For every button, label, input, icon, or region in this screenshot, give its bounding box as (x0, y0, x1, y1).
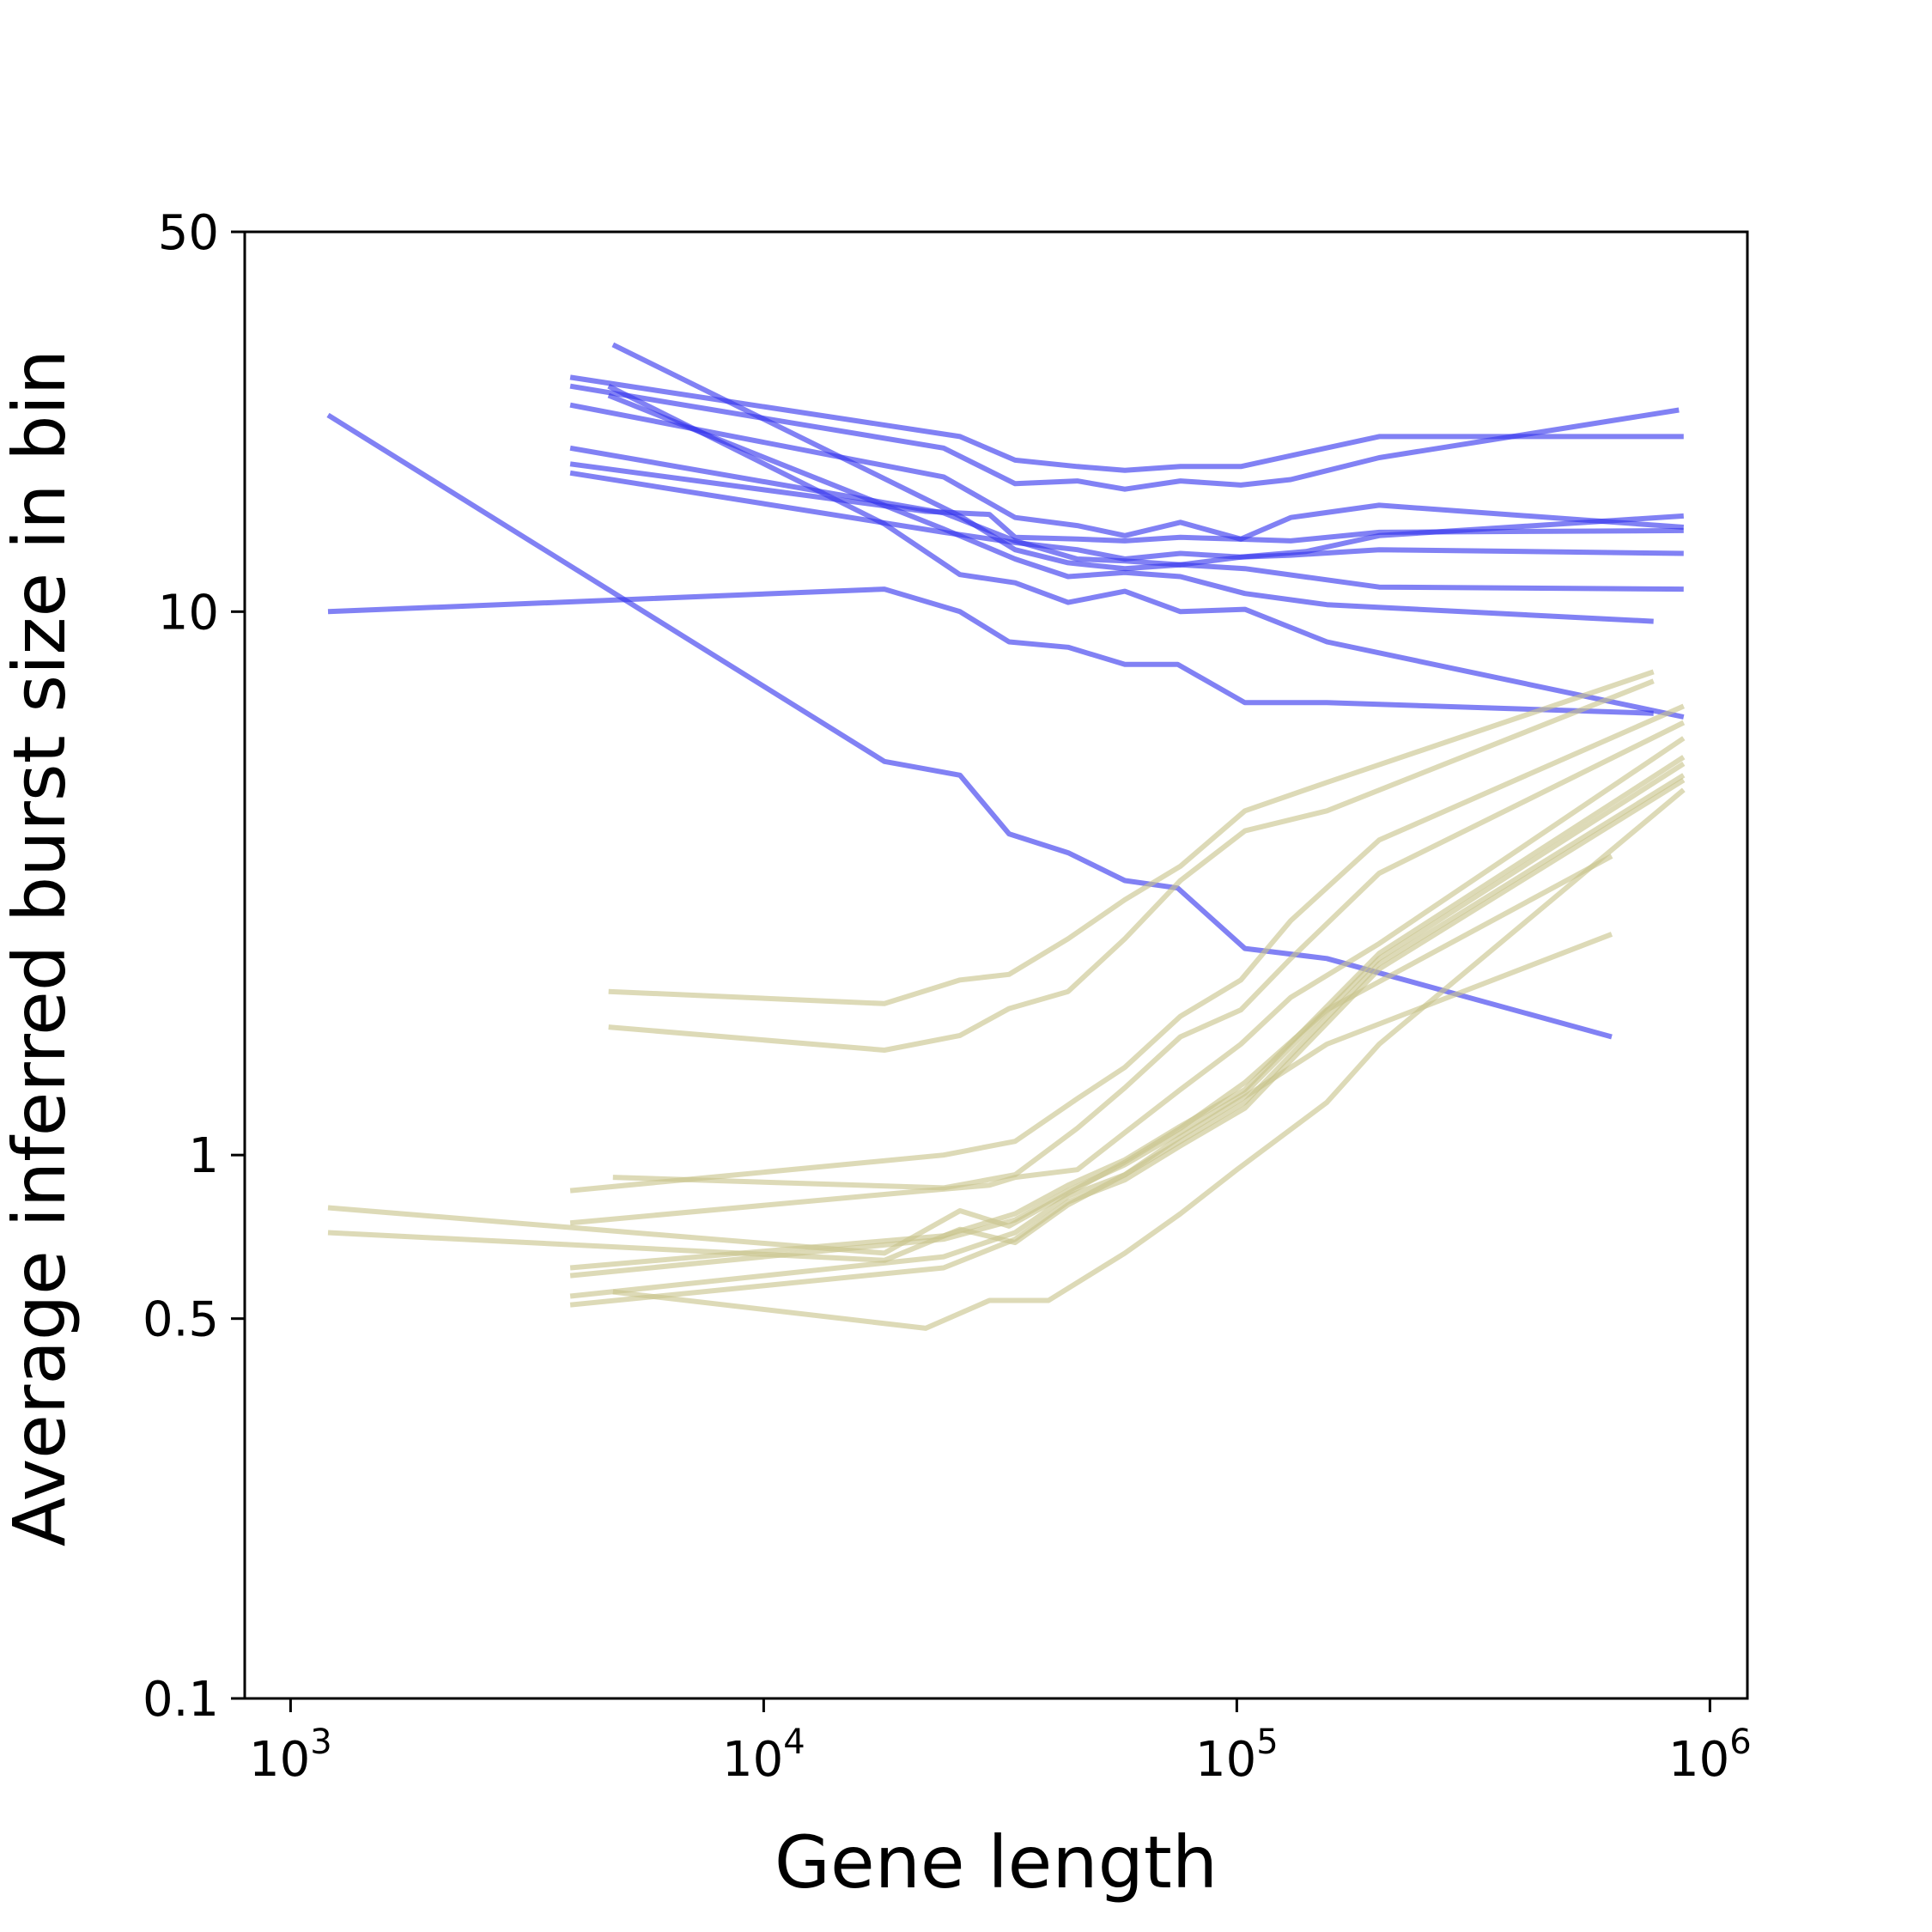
series-line-21 (569, 773, 1686, 1299)
x-tick-label: 106 (1668, 1722, 1752, 1788)
y-tick-label: 0.5 (143, 1292, 219, 1348)
series-line-7 (569, 461, 1684, 544)
series-line-22 (569, 777, 1686, 1308)
series-line-19 (569, 755, 1686, 1271)
series-line-14 (569, 703, 1686, 1194)
series-line-9 (611, 342, 1684, 592)
y-tick-label: 10 (158, 585, 219, 641)
y-axis-label: Average inferred burst size in bin (0, 349, 82, 1546)
series-line-6 (569, 445, 1684, 568)
x-tick-label: 104 (722, 1722, 805, 1788)
series-line-12 (608, 669, 1655, 1006)
x-tick-label: 105 (1195, 1722, 1279, 1788)
y-tick-label: 50 (158, 205, 219, 261)
x-axis-label: Gene length (775, 1820, 1218, 1905)
series-line-11 (607, 384, 1685, 720)
series-line-8 (569, 470, 1684, 562)
series-line-16 (569, 736, 1686, 1226)
tick-layer: 0.1 0.5 1 10 50 103 104 105 106 (143, 205, 1752, 1788)
series-line-5 (569, 402, 1685, 542)
series-line-3 (569, 374, 1684, 473)
y-tick-label: 1 (188, 1128, 219, 1184)
series-line-1 (326, 412, 1613, 1040)
y-tick-label: 0.1 (143, 1672, 219, 1728)
series-layer (326, 342, 1686, 1331)
series-line-2 (327, 586, 1654, 716)
series-line-20 (569, 761, 1686, 1279)
x-tick-label: 103 (249, 1722, 332, 1788)
series-line-15 (612, 720, 1686, 1191)
plot-area-frame (243, 230, 1749, 1700)
series-line-10 (607, 392, 1654, 624)
series-line-23 (612, 787, 1686, 1331)
series-line-4 (569, 383, 1680, 492)
series-line-13 (608, 678, 1655, 1053)
